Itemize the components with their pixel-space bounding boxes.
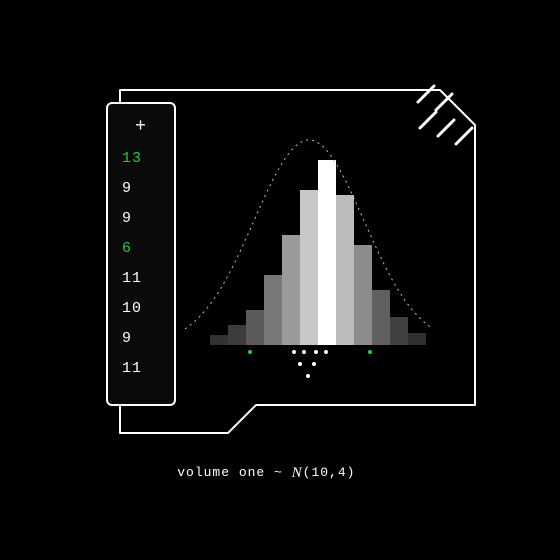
- distribution-params: (10,4): [303, 465, 356, 480]
- value-list: 139961110911: [108, 144, 174, 384]
- value-item[interactable]: 6: [108, 234, 174, 264]
- value-item[interactable]: 9: [108, 324, 174, 354]
- glyph-dot: [248, 350, 252, 354]
- histogram-bar: [372, 290, 390, 345]
- glyph-dot: [314, 350, 318, 354]
- histogram-bar: [210, 335, 228, 345]
- histogram-bar: [300, 190, 318, 345]
- value-item[interactable]: 9: [108, 204, 174, 234]
- histogram-bar: [336, 195, 354, 345]
- hash-mark: [420, 112, 436, 128]
- histogram-bar: [354, 245, 372, 345]
- glyph-dot: [302, 350, 306, 354]
- histogram-bar: [246, 310, 264, 345]
- hash-mark: [456, 128, 472, 144]
- histogram-bar: [390, 317, 408, 345]
- histogram-bar: [282, 235, 300, 345]
- distribution-letter: N: [292, 465, 303, 482]
- histogram-bar: [318, 160, 336, 345]
- stage: + 139961110911 volume one ~ N(10,4): [0, 0, 560, 560]
- glyph-dot: [292, 350, 296, 354]
- glyph-dot: [324, 350, 328, 354]
- value-item[interactable]: 9: [108, 174, 174, 204]
- caption: volume one ~ N(10,4): [142, 449, 355, 496]
- histogram-bar: [228, 325, 246, 345]
- glyph-dot: [312, 362, 316, 366]
- caption-prefix: volume one ~: [177, 465, 291, 480]
- value-item[interactable]: 11: [108, 264, 174, 294]
- glyph-dot: [306, 374, 310, 378]
- add-icon[interactable]: +: [108, 114, 174, 144]
- histogram-bar: [408, 333, 426, 345]
- hash-mark: [418, 86, 434, 102]
- value-sidebar: + 139961110911: [106, 102, 176, 406]
- histogram-bar: [264, 275, 282, 345]
- value-item[interactable]: 13: [108, 144, 174, 174]
- hash-mark: [438, 120, 454, 136]
- glyph-dot: [368, 350, 372, 354]
- value-item[interactable]: 10: [108, 294, 174, 324]
- hash-mark: [436, 94, 452, 110]
- glyph-dot: [298, 362, 302, 366]
- value-item[interactable]: 11: [108, 354, 174, 384]
